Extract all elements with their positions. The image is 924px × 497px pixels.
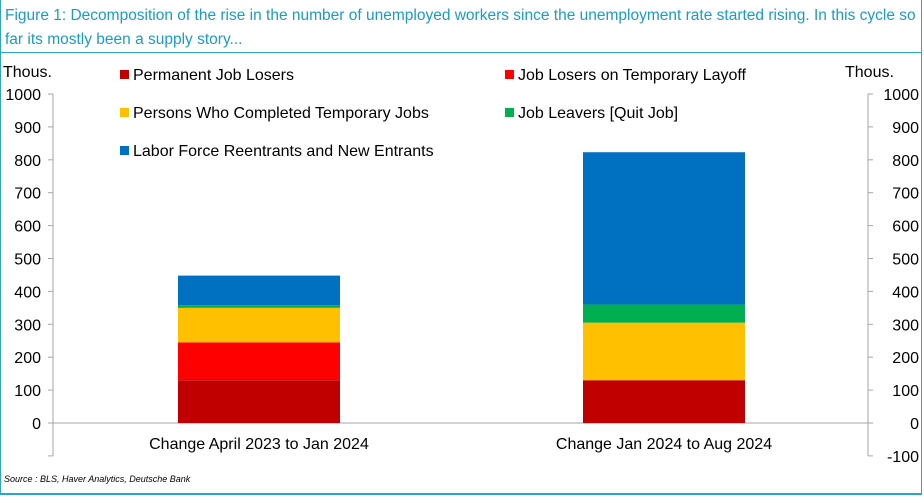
bar-segment (583, 380, 745, 423)
bar-segment (178, 342, 340, 381)
legend-label: Persons Who Completed Temporary Jobs (133, 105, 429, 122)
legend-label: Job Leavers [Quit Job] (518, 105, 678, 122)
y-tick-label-right: 400 (892, 284, 919, 301)
y-tick-label-right: 0 (910, 416, 919, 433)
legend-label: Job Losers on Temporary Layoff (518, 67, 747, 84)
legend-swatch (120, 146, 129, 155)
y-tick-label-left: 600 (14, 219, 41, 236)
y-tick-label-left: 700 (14, 186, 41, 203)
y-tick-label-left: 800 (14, 153, 41, 170)
y-tick-label-right: 500 (892, 252, 919, 269)
y-tick-label-right: 700 (892, 186, 919, 203)
y-tick-label-left: 900 (14, 120, 41, 137)
bar-segment (178, 380, 340, 423)
bar-segment (178, 305, 340, 308)
bar-segment (178, 275, 340, 306)
y-tick-label-right: 1000 (883, 87, 919, 104)
y-tick-label-right: 100 (892, 383, 919, 400)
y-tick-label-left: 200 (14, 350, 41, 367)
y-tick-label-right: 600 (892, 219, 919, 236)
source-note: Source : BLS, Haver Analytics, Deutsche … (4, 474, 191, 484)
legend-label: Labor Force Reentrants and New Entrants (133, 143, 434, 160)
legend-label: Permanent Job Losers (133, 67, 294, 84)
y-tick-label-right: 800 (892, 153, 919, 170)
bar-segment (583, 304, 745, 323)
y-tick-label-right: 300 (892, 317, 919, 334)
bar-segment (583, 152, 745, 305)
legend-swatch (505, 70, 514, 79)
legend-swatch (120, 70, 129, 79)
legend-swatch (120, 108, 129, 117)
y-axis-unit-right: Thous. (845, 64, 894, 81)
y-tick-label-right: 900 (892, 120, 919, 137)
chart-title: Figure 1: Decomposition of the rise in t… (5, 7, 916, 48)
x-category-label: Change Jan 2024 to Aug 2024 (556, 436, 772, 453)
y-tick-label-left: 300 (14, 317, 41, 334)
y-tick-label-left: 100 (14, 383, 41, 400)
y-tick-label-right: -100 (887, 449, 919, 466)
title-divider (0, 52, 922, 53)
y-axis-unit-left: Thous. (3, 64, 52, 81)
y-tick-label-left: 400 (14, 284, 41, 301)
x-category-label: Change April 2023 to Jan 2024 (149, 436, 369, 453)
legend-swatch (505, 108, 514, 117)
y-tick-label-right: 200 (892, 350, 919, 367)
y-tick-label-left: 500 (14, 252, 41, 269)
bar-segment (583, 322, 745, 381)
bar-segment (178, 307, 340, 343)
y-tick-label-left: 0 (32, 416, 41, 433)
y-tick-label-left: 1000 (5, 87, 41, 104)
